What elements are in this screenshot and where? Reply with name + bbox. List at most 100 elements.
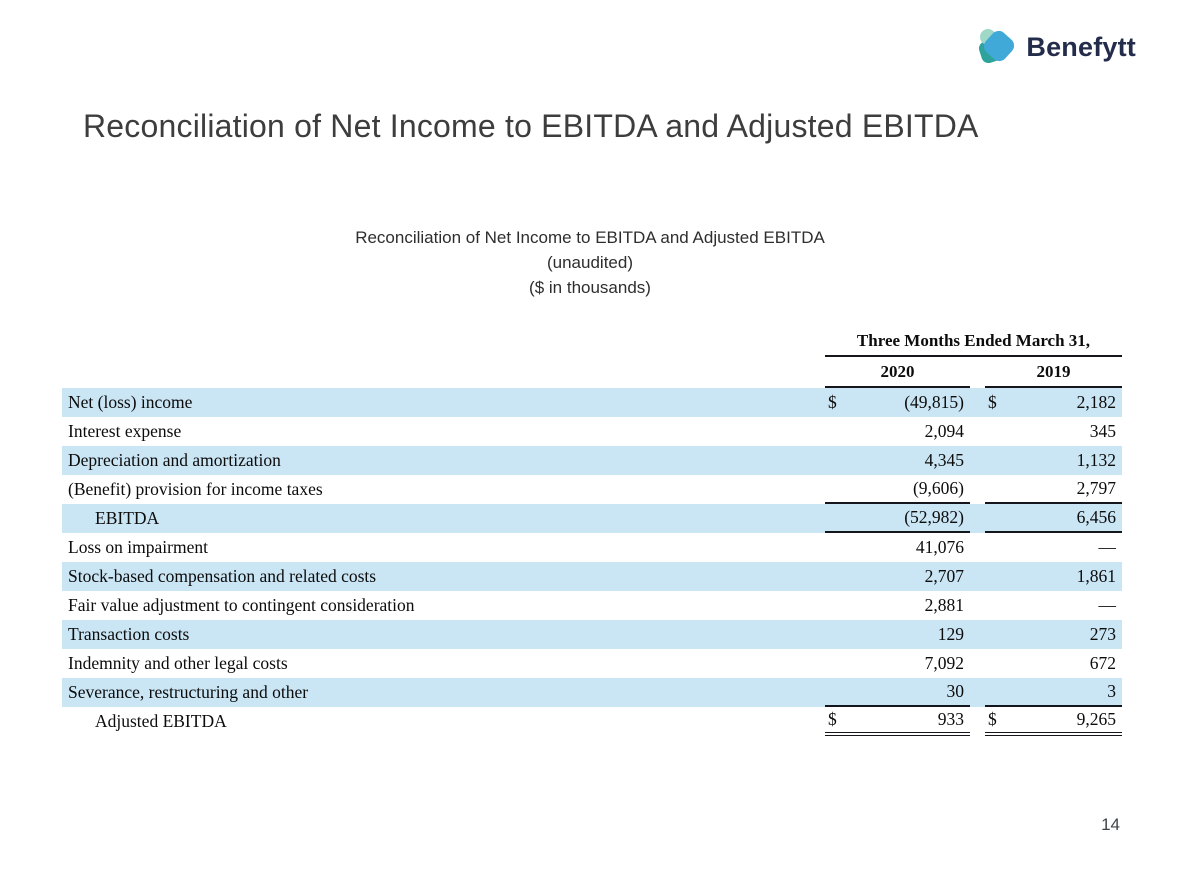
value-cell: $2,182	[985, 388, 1122, 417]
table-row: EBITDA (52,982) 6,456	[62, 504, 1122, 533]
value-cell: 30	[825, 678, 970, 707]
cell-value: 345	[1089, 421, 1116, 441]
page-title: Reconciliation of Net Income to EBITDA a…	[83, 108, 979, 144]
row-label: Interest expense	[68, 421, 182, 441]
caption-line-1: Reconciliation of Net Income to EBITDA a…	[355, 228, 825, 247]
dollar-sign: $	[828, 709, 837, 729]
table-row: (Benefit) provision for income taxes (9,6…	[62, 475, 1122, 504]
row-label: Loss on impairment	[68, 537, 208, 557]
cell-value: 3	[1107, 681, 1116, 701]
period-header: Three Months Ended March 31,	[825, 331, 1122, 357]
cell-value: 4,345	[924, 450, 964, 470]
column-gap	[970, 357, 985, 388]
column-gap	[970, 504, 985, 533]
row-label: (Benefit) provision for income taxes	[68, 479, 323, 499]
dollar-sign: $	[828, 392, 837, 412]
value-cell: $ (49,815)	[825, 388, 970, 417]
table-row: Severance, restructuring and other 30 3	[62, 678, 1122, 707]
cell-value: 672	[1089, 653, 1116, 673]
row-label: Fair value adjustment to contingent cons…	[68, 595, 415, 615]
brand-logo: Benefytt	[977, 28, 1136, 66]
value-cell: 1,861	[985, 562, 1122, 591]
cell-value: (52,982)	[904, 507, 964, 527]
column-gap	[970, 591, 985, 620]
row-label: Stock-based compensation and related cos…	[68, 566, 377, 586]
value-cell: 6,456	[985, 504, 1122, 533]
cell-value: (49,815)	[904, 392, 964, 412]
value-cell: $9,265	[985, 707, 1122, 736]
header-spacer	[62, 331, 825, 357]
column-gap	[970, 475, 985, 504]
table-row: Stock-based compensation and related cos…	[62, 562, 1122, 591]
value-cell: 1,132	[985, 446, 1122, 475]
cell-value: —	[1098, 595, 1117, 615]
column-gap	[970, 620, 985, 649]
cell-value: 30	[946, 681, 965, 701]
row-label: Depreciation and amortization	[68, 450, 281, 470]
row-label: Net (loss) income	[68, 392, 193, 412]
value-cell: 2,881	[825, 591, 970, 620]
cell-value: 2,881	[924, 595, 964, 615]
column-header-2020: 2020	[825, 357, 970, 388]
row-label: Transaction costs	[68, 624, 190, 644]
value-cell: $933	[825, 707, 970, 736]
table-row: Adjusted EBITDA $933 $9,265	[62, 707, 1122, 736]
column-header-2019: 2019	[985, 357, 1122, 388]
table-row: Indemnity and other legal costs 7,092 672	[62, 649, 1122, 678]
column-gap	[970, 707, 985, 736]
table-body: Net (loss) income $ (49,815) $2,182 Interest…	[62, 388, 1122, 736]
table-caption: Reconciliation of Net Income to EBITDA a…	[0, 225, 1180, 300]
value-cell: 672	[985, 649, 1122, 678]
table-row: Depreciation and amortization 4,345 1,132	[62, 446, 1122, 475]
cell-value: 7,092	[924, 653, 964, 673]
column-gap	[970, 649, 985, 678]
cell-value: 41,076	[915, 537, 964, 557]
column-gap	[970, 678, 985, 707]
table-row: Loss on impairment 41,076 —	[62, 533, 1122, 562]
column-gap	[970, 417, 985, 446]
table-row: Fair value adjustment to contingent cons…	[62, 591, 1122, 620]
cell-value: 2,707	[924, 566, 964, 586]
row-label: Severance, restructuring and other	[68, 682, 309, 702]
column-gap	[970, 446, 985, 475]
header-spacer	[62, 357, 825, 388]
reconciliation-table: Three Months Ended March 31, 2020 2019 N…	[62, 331, 1122, 736]
table-row: Net (loss) income $ (49,815) $2,182	[62, 388, 1122, 417]
value-cell: (9,606)	[825, 475, 970, 504]
column-gap	[970, 562, 985, 591]
cell-value: 933	[937, 709, 964, 729]
column-gap	[970, 388, 985, 417]
value-cell: 7,092	[825, 649, 970, 678]
column-gap	[970, 533, 985, 562]
cell-value: (9,606)	[912, 478, 964, 498]
cell-value: 6,456	[1076, 507, 1116, 527]
year-cells: 2020 2019	[825, 357, 1122, 388]
page-number: 14	[1101, 815, 1120, 834]
value-cell: 2,707	[825, 562, 970, 591]
dollar-sign: $	[988, 392, 997, 412]
benefytt-heart-icon	[977, 28, 1019, 66]
cell-value: 1,132	[1076, 450, 1116, 470]
value-cell: 3	[985, 678, 1122, 707]
value-cell: —	[985, 533, 1122, 562]
caption-line-3: ($ in thousands)	[529, 278, 651, 297]
value-cell: 4,345	[825, 446, 970, 475]
cell-value: 2,797	[1076, 478, 1116, 498]
dollar-sign: $	[988, 709, 997, 729]
value-cell: 41,076	[825, 533, 970, 562]
value-cell: —	[985, 591, 1122, 620]
year-header-row: 2020 2019	[62, 357, 1122, 388]
cell-value: 9,265	[1076, 709, 1116, 729]
brand-name: Benefytt	[1026, 31, 1136, 62]
cell-value: —	[1098, 537, 1117, 557]
row-label: Adjusted EBITDA	[95, 711, 227, 731]
caption-line-2: (unaudited)	[546, 253, 633, 272]
value-cell: 2,797	[985, 475, 1122, 504]
cell-value: 2,182	[1076, 392, 1116, 412]
value-cell: 345	[985, 417, 1122, 446]
cell-value: 1,861	[1076, 566, 1116, 586]
cell-value: 2,094	[924, 421, 964, 441]
table-row: Transaction costs 129 273	[62, 620, 1122, 649]
table-row: Interest expense 2,094 345	[62, 417, 1122, 446]
